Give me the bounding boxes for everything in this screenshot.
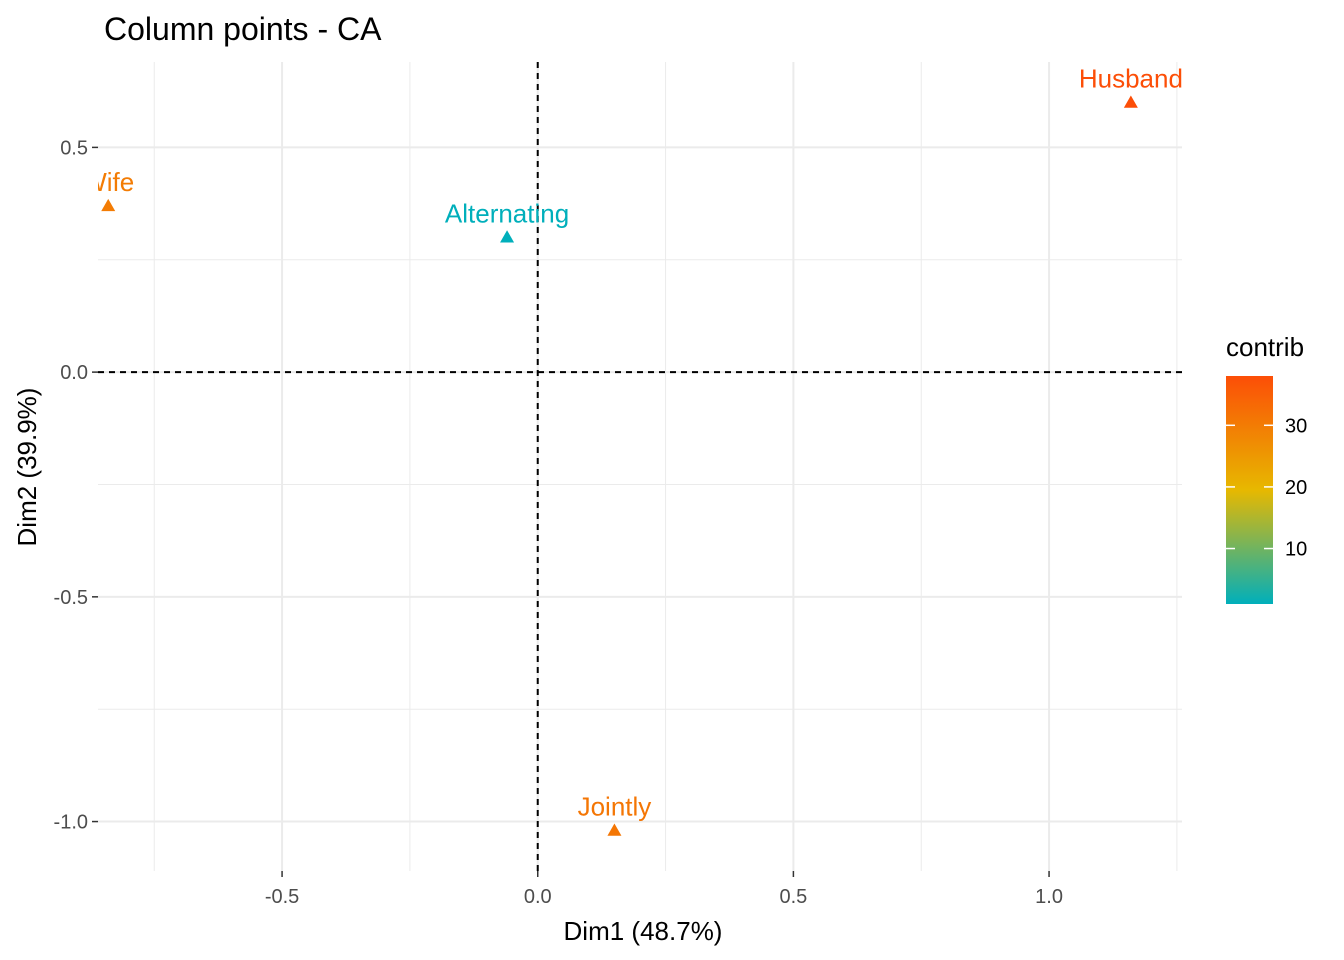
- legend-colorbar: [1226, 376, 1273, 604]
- point-marker: [607, 823, 622, 836]
- point-marker: [1123, 95, 1138, 108]
- grid-lines: [98, 62, 1182, 871]
- legend-ticks: 10 20 30: [1226, 415, 1307, 561]
- chart-title: Column points - CA: [104, 11, 382, 47]
- reference-lines: [98, 62, 1182, 871]
- legend-tick-label: 10: [1285, 539, 1307, 561]
- x-tick-label: -0.5: [265, 886, 299, 908]
- x-axis-title: Dim1 (48.7%): [564, 916, 723, 946]
- point-label: Wife: [82, 167, 134, 197]
- y-tick-label: 0.0: [60, 362, 88, 384]
- point-label: Alternating: [445, 198, 569, 228]
- point-label: Jointly: [578, 792, 652, 822]
- y-tick-label: -1.0: [54, 812, 88, 834]
- y-axis-title: Dim2 (39.9%): [12, 388, 42, 547]
- point-label: Husband: [1079, 63, 1183, 93]
- legend-tick-label: 30: [1285, 415, 1307, 437]
- legend-tick-label: 20: [1285, 477, 1307, 499]
- axes: -0.5 0.0 0.5 1.0 -1.0 -0.5 0.0 0.5: [54, 137, 1063, 908]
- y-tick-label: -0.5: [54, 587, 88, 609]
- point-marker: [101, 198, 116, 212]
- point-marker: [500, 230, 515, 243]
- y-tick-label: 0.5: [60, 137, 88, 159]
- x-tick-label: 1.0: [1035, 886, 1063, 908]
- points: Wife Alternating Husband Jointly: [82, 63, 1183, 836]
- x-tick-label: 0.5: [779, 886, 807, 908]
- legend-title: contrib: [1226, 332, 1304, 362]
- x-tick-label: 0.0: [524, 886, 552, 908]
- legend: contrib 10 20 30: [1226, 332, 1307, 604]
